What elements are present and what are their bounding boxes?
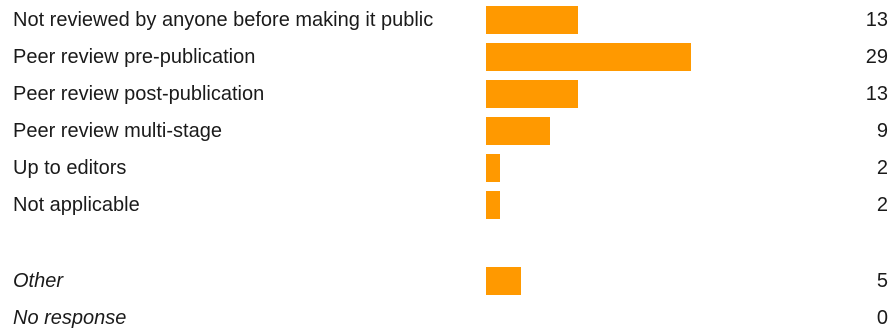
chart-row: Not reviewed by anyone before making it … [0,5,892,35]
value-label: 9 [876,120,888,142]
bar [486,80,578,108]
category-label: Not applicable [13,194,140,216]
value-label: 2 [876,157,888,179]
category-label: No response [13,307,127,329]
category-label: Up to editors [13,157,127,179]
value-label: 2 [876,194,888,216]
chart-row: Peer review pre-publication 29 [0,42,892,72]
bar [486,117,550,145]
value-label: 5 [876,270,888,292]
chart-row: No response 0 [0,303,892,333]
chart-row: Not applicable 2 [0,190,892,220]
bar [486,191,500,219]
category-label: Other [13,270,64,292]
value-label: 29 [865,46,888,68]
category-label: Peer review post-publication [13,83,265,105]
category-label: Peer review pre-publication [13,46,256,68]
category-label: Peer review multi-stage [13,120,222,142]
value-label: 0 [876,307,888,329]
bar [486,154,500,182]
category-label: Not reviewed by anyone before making it … [13,9,434,31]
value-label: 13 [865,83,888,105]
chart-row: Peer review post-publication 13 [0,79,892,109]
bar [486,267,521,295]
bar [486,43,691,71]
bar [486,6,578,34]
chart-row: Other 5 [0,266,892,296]
chart-row: Peer review multi-stage 9 [0,116,892,146]
chart-row: Up to editors 2 [0,153,892,183]
value-label: 13 [865,9,888,31]
